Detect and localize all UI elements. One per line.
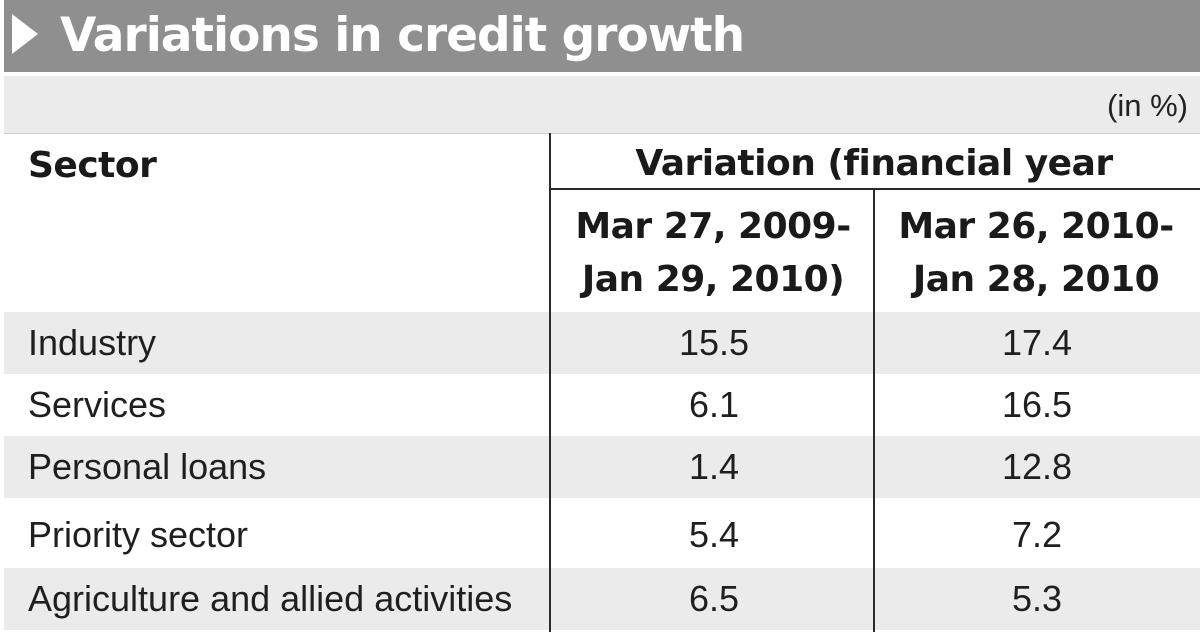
sector-cell: Priority sector xyxy=(28,514,249,555)
table-row: Priority sector 5.4 7.2 xyxy=(4,504,1200,566)
page-title: Variations in credit growth xyxy=(60,8,745,63)
value-cell: 16.5 xyxy=(1001,384,1073,425)
sector-cell: Personal loans xyxy=(28,446,267,487)
value-cell: 17.4 xyxy=(1001,322,1073,363)
value-cell: 12.8 xyxy=(1001,446,1073,487)
value-cell: 15.5 xyxy=(678,322,750,363)
table-row: Agriculture and allied activities 6.5 5.… xyxy=(4,568,1200,630)
value-cell: 1.4 xyxy=(688,446,740,487)
sector-cell: Services xyxy=(28,384,167,425)
sector-cell: Agriculture and allied activities xyxy=(28,578,513,619)
value-cell: 6.1 xyxy=(688,384,740,425)
table-row: Personal loans 1.4 12.8 xyxy=(4,436,1200,498)
table-row: Services 6.1 16.5 xyxy=(4,374,1200,436)
column-2-header-line-1: Mar 26, 2010- xyxy=(898,206,1174,247)
column-1-header-line-1: Mar 27, 2009- xyxy=(575,206,851,247)
sector-column-header: Sector xyxy=(28,145,157,186)
unit-band: (in %) xyxy=(4,76,1200,133)
variation-group-header: Variation (financial year xyxy=(635,143,1113,184)
value-cell: 5.4 xyxy=(688,514,740,555)
unit-note: (in %) xyxy=(1107,88,1188,123)
table-row: Industry 15.5 17.4 xyxy=(4,312,1200,374)
column-2-header-line-2: Jan 28, 2010 xyxy=(912,259,1160,300)
sector-cell: Industry xyxy=(28,322,157,363)
sector-divider xyxy=(549,133,551,632)
value-cell: 6.5 xyxy=(688,578,740,619)
header-rule xyxy=(4,133,1200,134)
title-arrow-icon xyxy=(12,14,38,54)
title-band: Variations in credit growth xyxy=(4,0,1200,72)
column-divider xyxy=(873,188,875,632)
column-1-header-line-2: Jan 29, 2010) xyxy=(581,259,845,300)
value-cell: 7.2 xyxy=(1011,514,1063,555)
value-cell: 5.3 xyxy=(1011,578,1063,619)
